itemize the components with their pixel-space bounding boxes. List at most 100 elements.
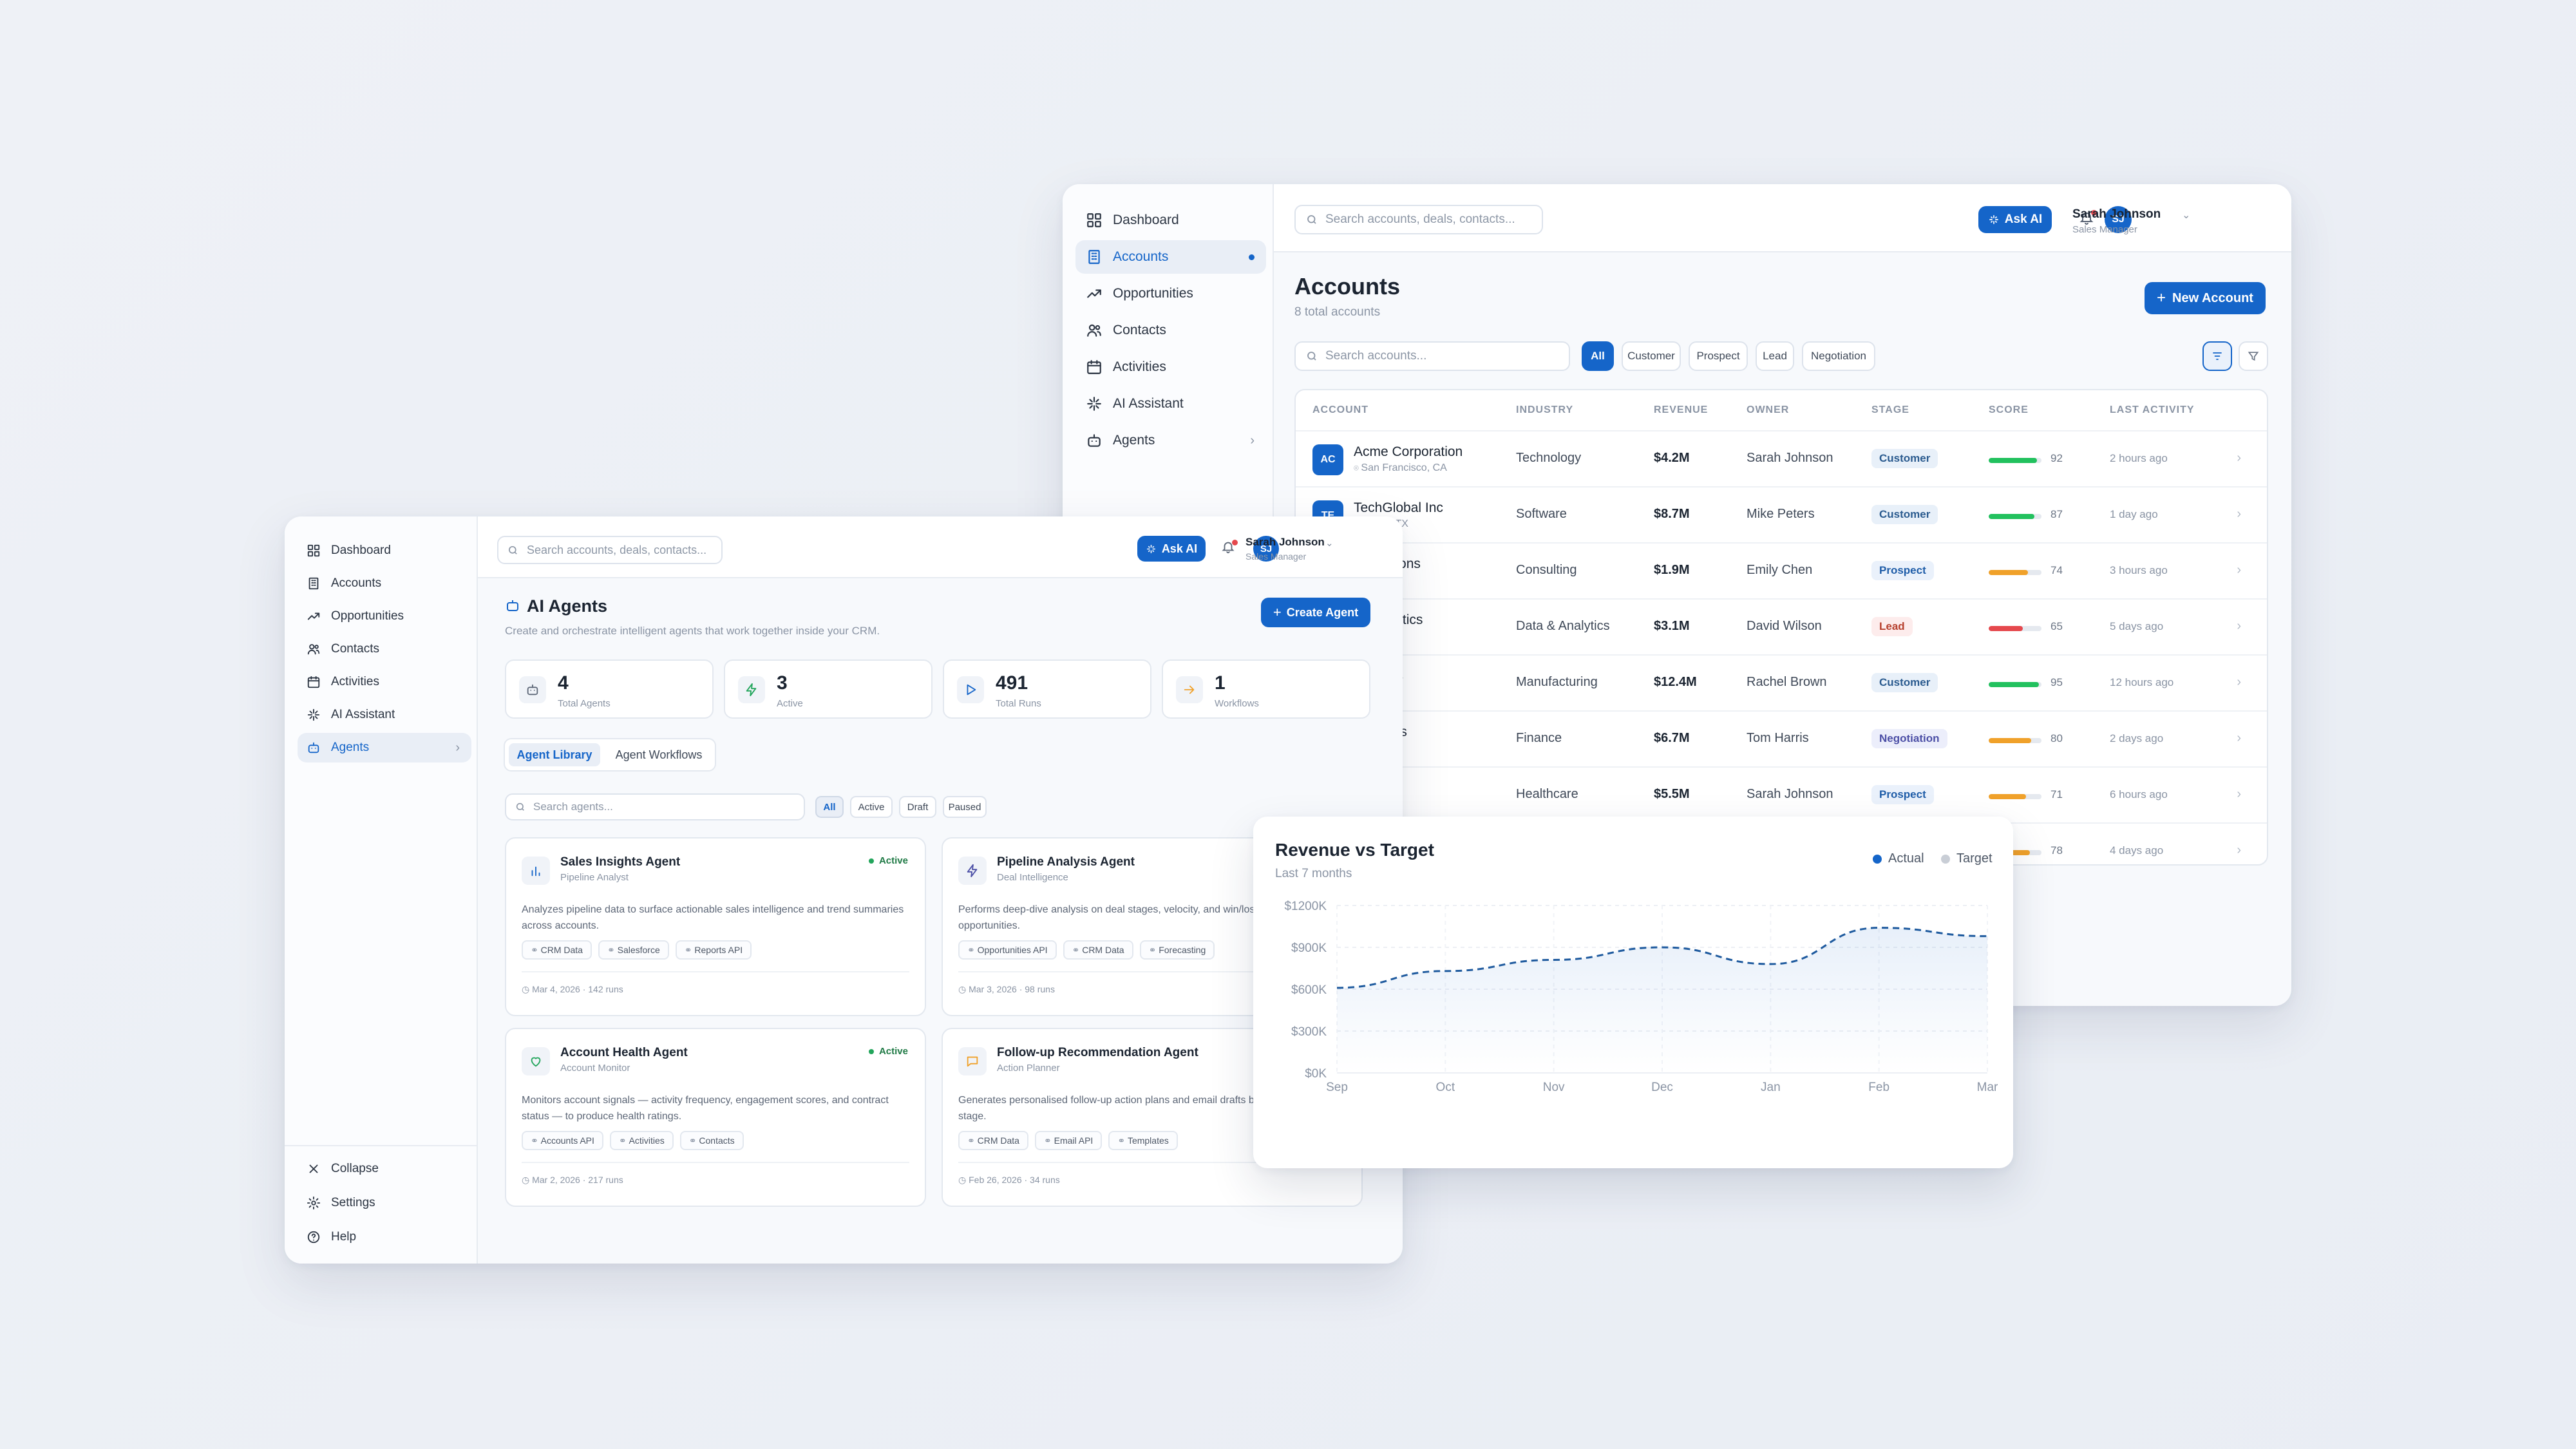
- search-placeholder: Search accounts, deals, contacts...: [1325, 213, 1515, 226]
- create-agent-button[interactable]: + Create Agent: [1261, 598, 1370, 627]
- sidebar-item-agents[interactable]: Agents ›: [298, 733, 471, 762]
- sidebar-item-dashboard[interactable]: Dashboard: [1075, 204, 1266, 237]
- table-row[interactable]: re Analytics, WAData & Analytics$3.1MDav…: [1296, 598, 2267, 654]
- legend-swatch: [1873, 854, 1882, 864]
- accounts-search-input[interactable]: Search accounts...: [1294, 341, 1570, 371]
- sidebar-item-ai-assistant[interactable]: AI Assistant: [1075, 387, 1266, 421]
- list-view-button[interactable]: [2202, 341, 2232, 371]
- score-bar: [1989, 738, 2041, 743]
- sidebar-item-label: Contacts: [331, 642, 379, 656]
- link-icon: ⚭: [684, 944, 695, 955]
- filter-chip-lead[interactable]: Lead: [1756, 341, 1794, 371]
- sidebar-item-settings[interactable]: Settings: [298, 1188, 471, 1218]
- notifications-button[interactable]: [2079, 210, 2097, 228]
- column-header[interactable]: REVENUE: [1654, 404, 1709, 415]
- sidebar-item-help[interactable]: Help: [298, 1222, 471, 1252]
- sidebar-item-label: Opportunities: [1113, 286, 1193, 301]
- chevron-right-icon[interactable]: ›: [2237, 675, 2241, 689]
- chevron-right-icon[interactable]: ›: [2237, 619, 2241, 633]
- filter-chip-paused[interactable]: Paused: [943, 796, 987, 818]
- owner-cell: Sarah Johnson: [1747, 451, 1833, 465]
- avatar[interactable]: SJ: [1253, 536, 1279, 562]
- sidebar-item-activities[interactable]: Activities: [1075, 350, 1266, 384]
- agent-card[interactable]: Account Health Agent Account Monitor Activ…: [505, 1028, 926, 1207]
- sidebar-item-agents[interactable]: Agents ›: [1075, 424, 1266, 457]
- global-search-input[interactable]: Search accounts, deals, contacts...: [497, 536, 723, 564]
- account-name[interactable]: TechGlobal Inc: [1354, 500, 1443, 515]
- column-header[interactable]: LAST ACTIVITY: [2110, 404, 2195, 415]
- chevron-down-icon[interactable]: ⌄: [2182, 210, 2191, 221]
- score-bar: [1989, 458, 2041, 463]
- column-header[interactable]: ACCOUNT: [1312, 404, 1368, 415]
- sidebar-item-contacts[interactable]: Contacts: [1075, 314, 1266, 347]
- ask-ai-button[interactable]: Ask AI: [1978, 206, 2052, 233]
- score-value: 65: [2050, 620, 2063, 632]
- agent-title[interactable]: Follow-up Recommendation Agent: [997, 1046, 1198, 1059]
- new-account-button[interactable]: + New Account: [2145, 282, 2266, 314]
- chevron-right-icon[interactable]: ›: [2237, 563, 2241, 577]
- agent-card[interactable]: Sales Insights Agent Pipeline Analyst Acti…: [505, 837, 926, 1016]
- column-header[interactable]: INDUSTRY: [1516, 404, 1574, 415]
- building-icon: [307, 576, 321, 591]
- sidebar-item-accounts[interactable]: Accounts: [1075, 240, 1266, 274]
- close-icon: [307, 1162, 321, 1176]
- chevron-down-icon[interactable]: ⌄: [1325, 538, 1334, 549]
- agents-tabs: Agent Library Agent Workflows: [504, 738, 716, 772]
- owner-cell: Tom Harris: [1747, 731, 1809, 745]
- sidebar-item-opportunities[interactable]: Opportunities: [298, 601, 471, 631]
- plus-icon: +: [1273, 604, 1282, 620]
- sidebar-item-dashboard[interactable]: Dashboard: [298, 536, 471, 565]
- sidebar-item-contacts[interactable]: Contacts: [298, 634, 471, 664]
- agent-title[interactable]: Sales Insights Agent: [560, 855, 681, 869]
- global-search-input[interactable]: Search accounts, deals, contacts...: [1294, 205, 1543, 234]
- chevron-right-icon[interactable]: ›: [2237, 787, 2241, 801]
- sidebar-item-activities[interactable]: Activities: [298, 667, 471, 697]
- tag-label: Opportunities API: [977, 945, 1048, 955]
- sidebar-item-opportunities[interactable]: Opportunities: [1075, 277, 1266, 310]
- score-bar-fill: [1989, 794, 2027, 799]
- location-pin-icon: ⌾: [1354, 463, 1361, 473]
- filter-chip-all[interactable]: All: [1582, 341, 1614, 371]
- filter-chip-negotiation[interactable]: Negotiation: [1802, 341, 1875, 371]
- filter-chip-all[interactable]: All: [815, 796, 844, 818]
- avatar[interactable]: SJ: [2105, 206, 2132, 233]
- tag-label: CRM Data: [977, 1135, 1019, 1146]
- sidebar-item-label: AI Assistant: [1113, 396, 1184, 411]
- chevron-right-icon[interactable]: ›: [2237, 507, 2241, 521]
- ask-ai-button[interactable]: Ask AI: [1137, 536, 1206, 562]
- table-row[interactable]: AC Acme Corporation ⌾ San Francisco, CA Tec…: [1296, 430, 2267, 486]
- stat-label: Active: [777, 698, 803, 709]
- filter-chip-customer[interactable]: Customer: [1622, 341, 1681, 371]
- sidebar-item-ai-assistant[interactable]: AI Assistant: [298, 700, 471, 730]
- heart-icon: [529, 1054, 543, 1068]
- account-name[interactable]: Acme Corporation: [1354, 444, 1463, 459]
- agent-title[interactable]: Pipeline Analysis Agent: [997, 855, 1135, 869]
- notifications-button[interactable]: [1221, 540, 1238, 556]
- filter-chip-draft[interactable]: Draft: [899, 796, 936, 818]
- sidebar-item-label: Settings: [331, 1196, 375, 1209]
- chevron-right-icon[interactable]: ›: [2237, 731, 2241, 745]
- agent-search-input[interactable]: Search agents...: [505, 793, 805, 820]
- user-name[interactable]: Sarah Johnson: [2072, 207, 2161, 221]
- filter-chip-prospect[interactable]: Prospect: [1689, 341, 1748, 371]
- sidebar-item-collapse[interactable]: Collapse: [298, 1154, 471, 1184]
- column-header[interactable]: STAGE: [1871, 404, 1909, 415]
- user-name[interactable]: Sarah Johnson: [1245, 536, 1325, 548]
- tab-agent-library[interactable]: Agent Library: [509, 743, 600, 766]
- filter-button[interactable]: [2239, 341, 2268, 371]
- chevron-right-icon[interactable]: ›: [2237, 843, 2241, 857]
- column-header[interactable]: SCORE: [1989, 404, 2029, 415]
- tab-agent-workflows[interactable]: Agent Workflows: [615, 748, 703, 761]
- agent-title[interactable]: Account Health Agent: [560, 1046, 688, 1059]
- filter-chip-active[interactable]: Active: [850, 796, 893, 818]
- sidebar-item-accounts[interactable]: Accounts: [298, 569, 471, 598]
- column-header[interactable]: OWNER: [1747, 404, 1790, 415]
- score-value: 95: [2050, 676, 2063, 688]
- chevron-right-icon[interactable]: ›: [2237, 451, 2241, 465]
